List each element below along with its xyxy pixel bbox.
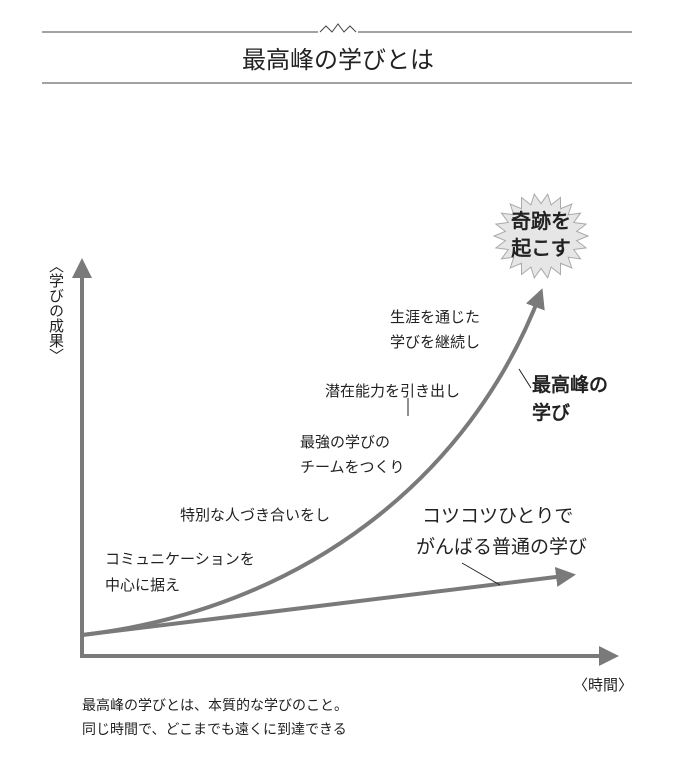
burst-text: 奇跡を [511,209,571,233]
step-labels: 生涯を通じた 学びを継続し 潜在能力を引き出し 最強の学びの チームをつくり 特… [105,308,480,594]
step-label: 生涯を通じた [390,308,480,326]
y-axis-label: 〈学びの成果〉 [47,258,65,363]
header: 最高峰の学びとは [42,23,632,84]
step-label: 潜在能力を引き出し [325,382,460,400]
step-label: 中心に据え [105,576,180,594]
x-axis-label: 〈時間〉 [573,676,633,694]
step-label: コミュニケーションを [105,550,255,568]
starburst [492,192,590,280]
step-label: 学びを継続し [390,333,480,351]
burst-text: 起こす [510,236,571,260]
best-label: 最高峰の [532,373,608,396]
axes: 〈学びの成果〉 〈時間〉 [47,258,633,694]
step-label: 最強の学びの [300,433,390,451]
title: 最高峰の学びとは [242,46,434,74]
normal-label: がんばる普通の学び [416,536,587,558]
normal-label: コツコツひとりで [422,505,573,527]
best-label: 学び [532,401,570,424]
curves [81,288,576,637]
footer-text: 同じ時間で、どこまでも遠くに到達できる [82,722,347,738]
step-label: 特別な人づき合いをし [180,506,330,524]
step-label: チームをつくり [300,458,405,476]
footer-text: 最高峰の学びとは、本質的な学びのこと。 [82,697,348,714]
